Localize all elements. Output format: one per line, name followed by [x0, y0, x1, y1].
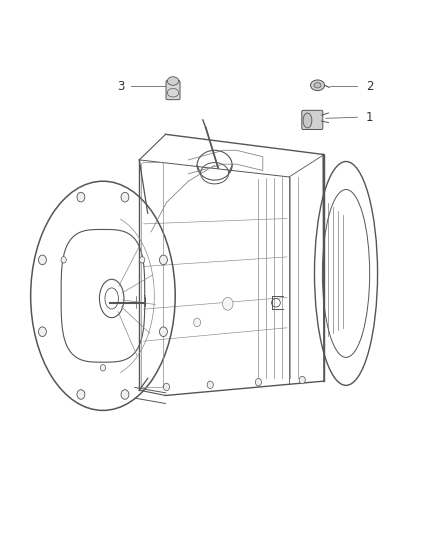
Circle shape [159, 327, 167, 336]
Ellipse shape [311, 80, 325, 91]
FancyBboxPatch shape [166, 80, 180, 100]
Circle shape [100, 365, 106, 371]
Circle shape [299, 376, 305, 384]
Circle shape [163, 383, 170, 391]
Circle shape [77, 390, 85, 399]
Text: 1: 1 [366, 111, 373, 124]
Circle shape [223, 297, 233, 310]
Circle shape [194, 318, 201, 327]
Circle shape [121, 390, 129, 399]
Circle shape [121, 192, 129, 202]
Ellipse shape [167, 77, 179, 85]
FancyBboxPatch shape [302, 110, 323, 130]
Ellipse shape [303, 113, 312, 128]
Circle shape [207, 381, 213, 389]
Circle shape [39, 327, 46, 336]
Circle shape [140, 257, 145, 263]
Ellipse shape [314, 83, 321, 88]
Circle shape [77, 192, 85, 202]
Text: 3: 3 [117, 80, 125, 93]
Text: 2: 2 [366, 80, 373, 93]
Circle shape [39, 255, 46, 265]
Circle shape [255, 378, 261, 386]
Circle shape [159, 255, 167, 265]
Circle shape [61, 257, 66, 263]
